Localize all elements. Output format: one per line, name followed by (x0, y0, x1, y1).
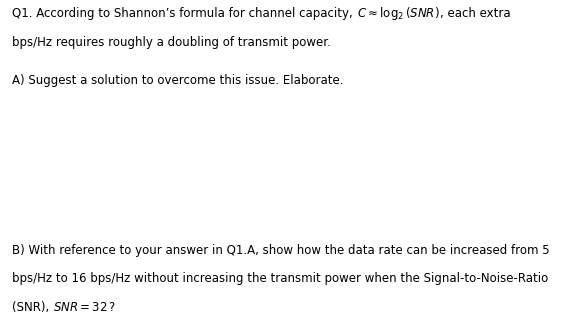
Text: bps/Hz requires roughly a doubling of transmit power.: bps/Hz requires roughly a doubling of tr… (12, 36, 331, 49)
Text: $SNR = 32$: $SNR = 32$ (53, 301, 108, 314)
Text: ?: ? (108, 301, 114, 314)
Text: A) Suggest a solution to overcome this issue. Elaborate.: A) Suggest a solution to overcome this i… (12, 74, 344, 87)
Text: , each extra: , each extra (439, 7, 510, 20)
Text: B) With reference to your answer in Q1.A, show how the data rate can be increase: B) With reference to your answer in Q1.A… (12, 243, 550, 256)
Text: bps/Hz to 16 bps/Hz without increasing the transmit power when the Signal-to-Noi: bps/Hz to 16 bps/Hz without increasing t… (12, 272, 549, 285)
Text: (SNR),: (SNR), (12, 301, 53, 314)
Text: Q1. According to Shannon’s formula for channel capacity,: Q1. According to Shannon’s formula for c… (12, 7, 357, 20)
Text: $C \approx \log_2(SNR)$: $C \approx \log_2(SNR)$ (357, 5, 439, 23)
